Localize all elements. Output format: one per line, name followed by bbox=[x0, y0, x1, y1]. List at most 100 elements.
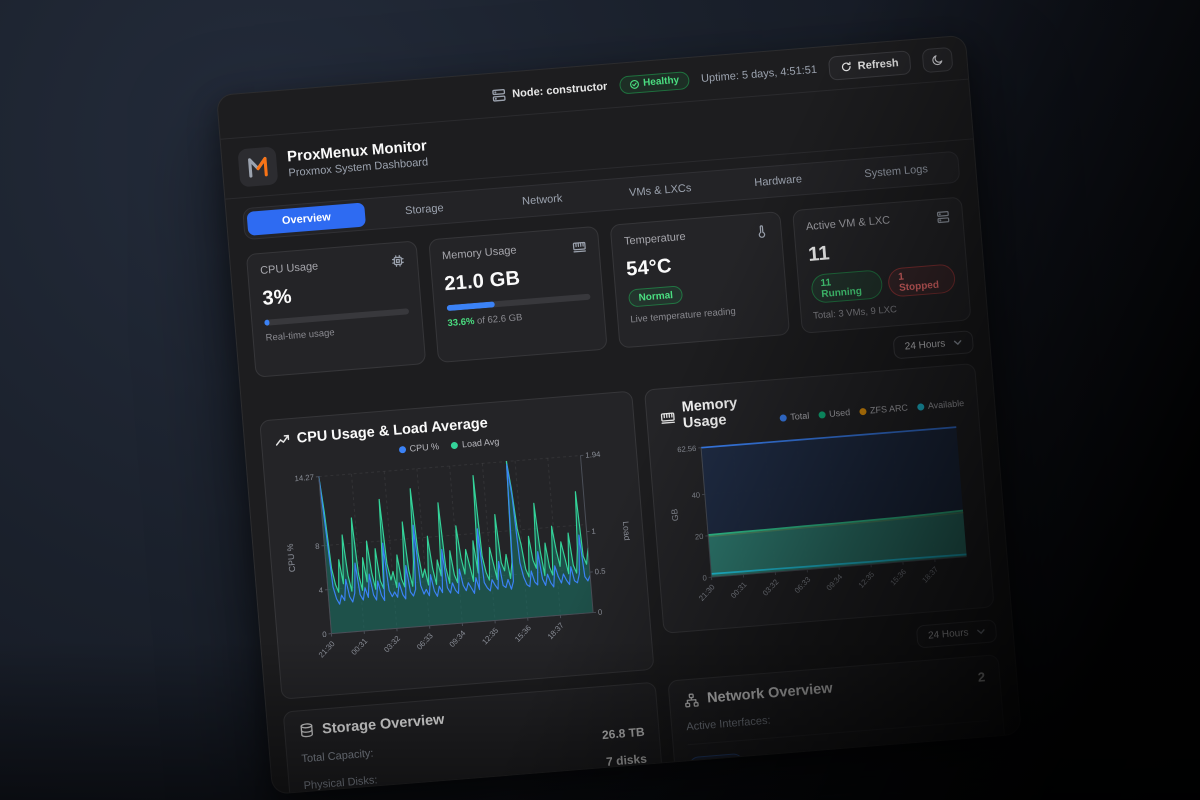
svg-text:0: 0 bbox=[322, 630, 328, 639]
memory-usage-card: Memory Usage 21.0 GB 33.6% of 62.6 GB bbox=[427, 225, 608, 364]
chevron-down-icon bbox=[977, 629, 985, 635]
network-overview-card: Network Overview 2 Active Interfaces: vm… bbox=[667, 654, 1011, 795]
svg-text:0: 0 bbox=[598, 608, 604, 617]
svg-text:06:33: 06:33 bbox=[415, 631, 435, 651]
svg-text:18:37: 18:37 bbox=[920, 565, 940, 585]
cpu-load-chart-card: CPU Usage & Load Average CPU % Load Avg 2… bbox=[259, 390, 655, 700]
cpu-progress-fill bbox=[264, 319, 270, 326]
svg-text:21:30: 21:30 bbox=[697, 583, 717, 603]
svg-text:CPU %: CPU % bbox=[285, 543, 297, 573]
memory-stick-icon bbox=[660, 411, 676, 424]
trending-up-icon bbox=[275, 434, 290, 446]
health-badge: Healthy bbox=[618, 70, 690, 95]
legend-item-zfs-arc: ZFS ARC bbox=[858, 403, 908, 417]
active-vm-lxc-card: Active VM & LXC 11 11 Running 1 Stopped … bbox=[791, 196, 972, 334]
storage-overview-card: Storage Overview Total Capacity: 26.8 TB P… bbox=[282, 681, 666, 795]
svg-text:12:35: 12:35 bbox=[857, 570, 877, 590]
left-column: CPU Usage & Load Average CPU % Load Avg 2… bbox=[259, 390, 666, 795]
memory-caption: 33.6% of 62.6 GB bbox=[447, 312, 523, 330]
svg-text:09:34: 09:34 bbox=[448, 628, 468, 649]
svg-text:40: 40 bbox=[691, 490, 700, 500]
tab-vms-lxcs[interactable]: VMs & LXCs bbox=[628, 182, 692, 200]
memory-chart-card: Memory Usage Total Used ZFS ARC Available 2… bbox=[644, 362, 995, 635]
chevron-down-icon bbox=[953, 340, 962, 346]
svg-text:0.5: 0.5 bbox=[594, 567, 605, 577]
tab-system-logs[interactable]: System Logs bbox=[863, 163, 929, 181]
storage-row-label: Physical Disks: bbox=[303, 773, 378, 792]
svg-text:14.27: 14.27 bbox=[294, 473, 314, 484]
database-icon bbox=[300, 723, 313, 738]
cpu-load-chart: 21:30 00:31 03:32 06:33 09:34 12:35 15:36 18:37… bbox=[285, 450, 632, 660]
network-icon bbox=[685, 693, 699, 708]
refresh-icon bbox=[841, 61, 851, 72]
tab-hardware[interactable]: Hardware bbox=[753, 173, 803, 190]
storage-title-group: Storage Overview bbox=[299, 711, 445, 739]
cpu-card-title: CPU Usage bbox=[259, 260, 319, 277]
svg-text:12:35: 12:35 bbox=[480, 626, 500, 646]
memory-value: 21.0 GB bbox=[443, 267, 521, 296]
temperature-caption: Live temperature reading bbox=[629, 306, 737, 326]
temperature-card-title: Temperature bbox=[623, 230, 687, 248]
vm-caption: Total: 3 VMs, 9 LXC bbox=[812, 304, 898, 322]
memory-chart-title: Memory Usage bbox=[681, 395, 738, 432]
svg-text:1: 1 bbox=[591, 527, 596, 536]
vm-card-title: Active VM & LXC bbox=[805, 214, 891, 234]
dashboard-window: Node: constructor Healthy Uptime: 5 days… bbox=[216, 34, 1022, 795]
main-content: CPU Usage 3% Real-time usage Memory Usag… bbox=[229, 187, 1022, 795]
legend-item-total: Total bbox=[779, 410, 810, 422]
tab-storage[interactable]: Storage bbox=[404, 202, 445, 218]
svg-text:03:32: 03:32 bbox=[761, 577, 781, 597]
svg-text:06:33: 06:33 bbox=[793, 575, 813, 595]
tab-overview[interactable]: Overview bbox=[246, 202, 367, 236]
legend-dot bbox=[398, 445, 406, 453]
time-range-select[interactable]: 24 Hours bbox=[892, 330, 975, 360]
svg-text:62.56: 62.56 bbox=[677, 444, 697, 455]
thermometer-icon bbox=[758, 225, 765, 238]
svg-text:15:36: 15:36 bbox=[513, 623, 533, 643]
storage-title: Storage Overview bbox=[321, 711, 445, 738]
storage-row-label: Total Capacity: bbox=[301, 747, 374, 765]
memory-chart-title-group: Memory Usage bbox=[659, 393, 772, 434]
refresh-button[interactable]: Refresh bbox=[827, 49, 912, 81]
svg-text:1.94: 1.94 bbox=[585, 450, 601, 460]
legend-dot bbox=[916, 402, 925, 411]
app-logo bbox=[237, 145, 279, 187]
server-icon bbox=[492, 88, 506, 102]
legend-dot bbox=[858, 407, 867, 415]
svg-text:0: 0 bbox=[702, 573, 707, 582]
check-circle-icon bbox=[629, 79, 639, 89]
network-title: Network Overview bbox=[706, 680, 834, 707]
node-label: Node: constructor bbox=[511, 80, 608, 100]
theme-toggle-button[interactable] bbox=[921, 46, 954, 73]
moon-icon bbox=[932, 54, 943, 65]
vm-count-value: 11 bbox=[807, 242, 831, 266]
network-title-group: Network Overview bbox=[684, 680, 834, 709]
svg-text:8: 8 bbox=[315, 542, 320, 551]
svg-text:00:31: 00:31 bbox=[349, 637, 369, 657]
cpu-usage-card: CPU Usage 3% Real-time usage bbox=[245, 240, 426, 378]
temperature-value: 54°C bbox=[625, 255, 673, 281]
svg-text:09:34: 09:34 bbox=[825, 572, 845, 593]
legend-item-used: Used bbox=[817, 407, 850, 420]
right-column: Memory Usage Total Used ZFS ARC Available 2… bbox=[644, 362, 1011, 795]
interface-count: 2 bbox=[977, 668, 986, 685]
memory-stick-icon bbox=[572, 241, 586, 253]
memory-time-range-select[interactable]: 24 Hours bbox=[916, 619, 998, 649]
legend-item-cpu-: CPU % bbox=[398, 441, 439, 454]
vm-running-badge: 11 Running bbox=[809, 269, 884, 304]
cpu-caption: Real-time usage bbox=[265, 327, 336, 344]
vm-stopped-badge: 1 Stopped bbox=[887, 263, 957, 298]
temperature-card: Temperature 54°C Normal Live temperature… bbox=[609, 211, 790, 349]
legend-dot bbox=[779, 413, 787, 422]
legend-dot bbox=[450, 441, 459, 449]
tab-network[interactable]: Network bbox=[521, 192, 563, 208]
storage-row-value: 26.8 TB bbox=[601, 724, 646, 742]
server-stack-icon bbox=[936, 211, 950, 224]
active-interfaces-label: Active Interfaces: bbox=[685, 714, 772, 734]
svg-text:03:32: 03:32 bbox=[382, 634, 402, 654]
temperature-status-badge: Normal bbox=[627, 285, 684, 308]
legend-dot bbox=[817, 410, 826, 419]
svg-text:18:37: 18:37 bbox=[546, 621, 566, 641]
storage-row-value: 7 disks bbox=[605, 751, 648, 769]
